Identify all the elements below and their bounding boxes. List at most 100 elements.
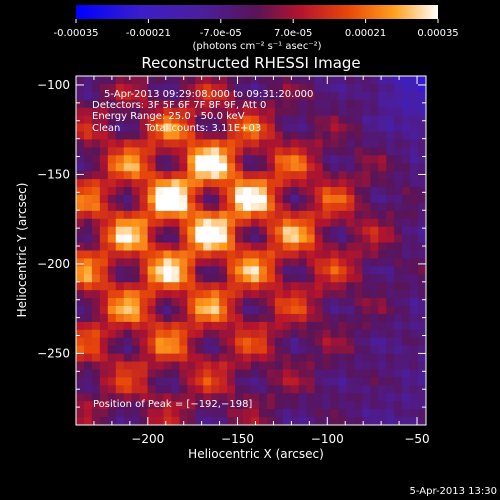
- heatmap-cell: [378, 194, 387, 204]
- heatmap-cell: [338, 210, 348, 220]
- heatmap-cell: [83, 76, 93, 85]
- heatmap-cell: [195, 171, 204, 180]
- heatmap-cell: [346, 409, 355, 418]
- heatmap-cell: [394, 234, 403, 244]
- heatmap-cell: [274, 179, 284, 188]
- heatmap-cell: [338, 163, 348, 172]
- heatmap-cell: [402, 218, 411, 228]
- heatmap-cell: [346, 131, 355, 141]
- heatmap-cell: [227, 266, 236, 275]
- heatmap-cell: [123, 329, 133, 339]
- heatmap-cell: [171, 155, 180, 164]
- heatmap-cell: [195, 226, 204, 236]
- heatmap-cell: [179, 76, 188, 85]
- heatmap-cell: [91, 139, 101, 148]
- heatmap-cell: [354, 234, 363, 244]
- heatmap-cell: [378, 139, 387, 148]
- heatmap-cell: [410, 385, 419, 394]
- heatmap-cell: [155, 171, 165, 180]
- heatmap-cell: [314, 361, 324, 371]
- heatmap-cell: [115, 274, 125, 283]
- heatmap-cell: [235, 369, 244, 379]
- y-tick-label: −150: [37, 167, 70, 181]
- heatmap-cell: [227, 226, 236, 236]
- heatmap-cell: [394, 409, 403, 418]
- heatmap-cell: [147, 194, 157, 204]
- heatmap-cell: [338, 99, 348, 109]
- heatmap-cell: [410, 115, 419, 125]
- heatmap-cell: [322, 210, 332, 220]
- heatmap-cell: [107, 274, 117, 283]
- heatmap-cell: [418, 107, 426, 117]
- heatmap-cell: [76, 298, 85, 307]
- heatmap-cell: [227, 313, 236, 323]
- heatmap-cell: [306, 345, 316, 355]
- heatmap-cell: [362, 353, 371, 363]
- heatmap-cell: [386, 202, 395, 212]
- heatmap-cell: [322, 187, 332, 196]
- heatmap-cell: [362, 171, 371, 180]
- heatmap-cell: [378, 91, 387, 101]
- heatmap-cell: [346, 369, 355, 379]
- heatmap-cell: [139, 417, 149, 425]
- heatmap-cell: [410, 163, 419, 172]
- heatmap-cell: [370, 290, 379, 299]
- heatmap-cell: [306, 187, 316, 196]
- y-tick-label: −100: [37, 78, 70, 92]
- heatmap-cell: [91, 226, 101, 236]
- heatmap-cell: [235, 313, 244, 323]
- heatmap-cell: [402, 393, 411, 402]
- heatmap-cell: [139, 202, 149, 212]
- heatmap-cell: [354, 91, 363, 101]
- heatmap-cell: [243, 147, 252, 156]
- heatmap-cell: [107, 242, 117, 252]
- heatmap-cell: [338, 91, 348, 101]
- heatmap-cell: [211, 171, 220, 180]
- heatmap-cell: [131, 369, 141, 379]
- heatmap-cell: [203, 226, 212, 236]
- heatmap-cell: [91, 179, 101, 188]
- heatmap-cell: [251, 115, 260, 125]
- heatmap-cell: [314, 313, 324, 323]
- heatmap-cell: [76, 131, 85, 141]
- heatmap-cell: [99, 155, 109, 164]
- heatmap-cell: [258, 123, 268, 133]
- heatmap-cell: [163, 337, 173, 347]
- heatmap-cell: [179, 155, 188, 164]
- heatmap-cell: [290, 147, 300, 156]
- heatmap-cell: [211, 393, 220, 402]
- heatmap-cell: [76, 171, 85, 180]
- heatmap-cell: [243, 179, 252, 188]
- heatmap-cell: [139, 274, 149, 283]
- heatmap-cell: [386, 337, 395, 347]
- heatmap-cell: [107, 123, 117, 133]
- heatmap-cell: [171, 306, 180, 315]
- heatmap-cell: [370, 107, 379, 117]
- heatmap-cell: [394, 179, 403, 188]
- heatmap-cell: [219, 202, 228, 212]
- heatmap-cell: [306, 361, 316, 371]
- heatmap-cell: [346, 306, 355, 315]
- heatmap-cell: [107, 187, 117, 196]
- heatmap-cell: [147, 282, 157, 291]
- heatmap-cell: [195, 155, 204, 164]
- heatmap-cell: [418, 345, 426, 355]
- heatmap-cell: [83, 409, 93, 418]
- heatmap-cell: [394, 91, 403, 101]
- heatmap-cell: [338, 171, 348, 180]
- heatmap-cell: [219, 115, 228, 125]
- heatmap-cell: [115, 409, 125, 418]
- heatmap-cell: [338, 321, 348, 331]
- heatmap-cell: [251, 298, 260, 307]
- heatmap-cell: [410, 202, 419, 212]
- heatmap-cell: [219, 250, 228, 260]
- heatmap-cell: [195, 393, 204, 402]
- heatmap-cell: [227, 242, 236, 252]
- heatmap-cell: [346, 313, 355, 323]
- heatmap-cell: [274, 258, 284, 267]
- heatmap-cell: [147, 298, 157, 307]
- heatmap-cell: [282, 290, 292, 299]
- heatmap-cell: [219, 369, 228, 379]
- heatmap-cell: [378, 361, 387, 371]
- heatmap-cell: [322, 155, 332, 164]
